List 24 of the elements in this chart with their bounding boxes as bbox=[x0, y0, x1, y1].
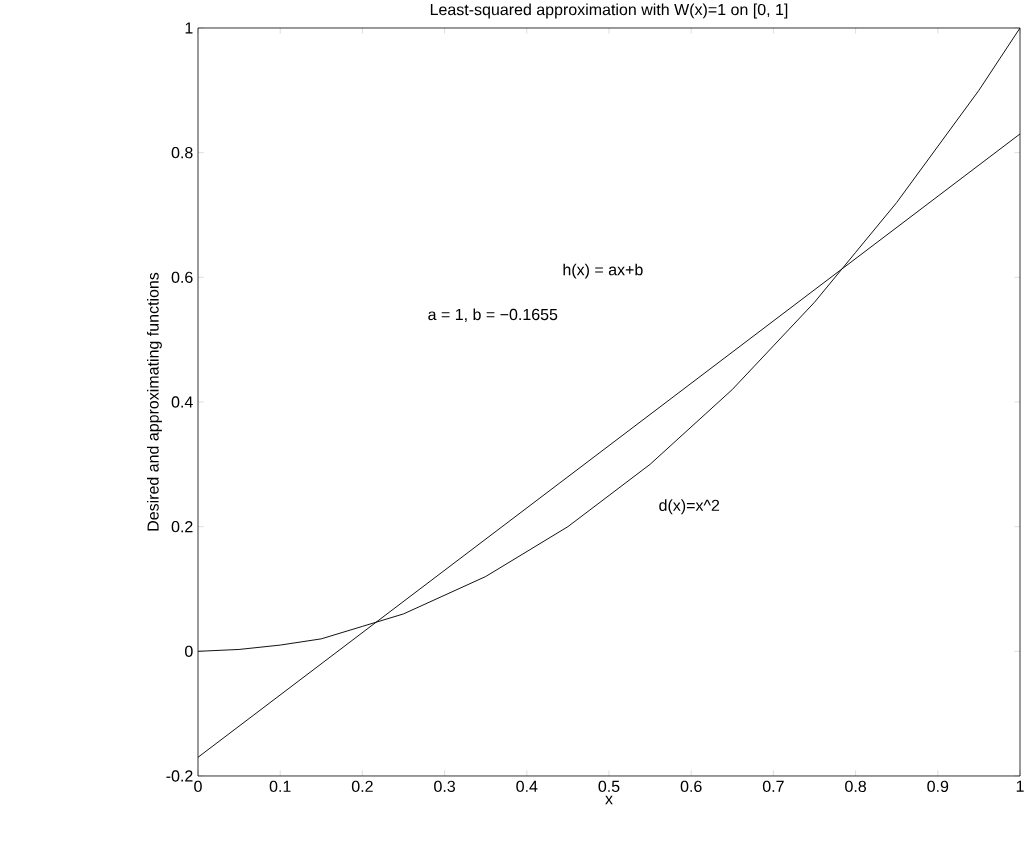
annotation: h(x) = ax+b bbox=[563, 263, 643, 279]
y-tick-label: 0 bbox=[185, 645, 193, 657]
y-tick-label: 0.2 bbox=[171, 520, 193, 533]
x-tick-label: 0.8 bbox=[845, 780, 867, 793]
x-tick-label: 0.5 bbox=[598, 780, 620, 793]
x-tick-label: 0.1 bbox=[269, 780, 291, 793]
x-tick-label: 0.7 bbox=[762, 780, 784, 793]
annotation: a = 1, b = −0.1655 bbox=[428, 308, 558, 323]
y-tick-label: 0.6 bbox=[171, 271, 193, 283]
y-tick-label: 0.4 bbox=[171, 396, 193, 408]
x-tick-label: 0.6 bbox=[680, 780, 702, 793]
x-tick-label: 0.3 bbox=[434, 780, 456, 793]
chart-title: Least-squared approximation with W(x)=1 on [0, 1] bbox=[430, 3, 788, 19]
y-axis-title: Desired and approximating functions bbox=[146, 272, 162, 531]
x-tick-label: 1 bbox=[1016, 780, 1024, 792]
x-tick-label: 0.9 bbox=[927, 780, 949, 793]
x-tick-label: 0 bbox=[194, 780, 202, 793]
y-tick-label: -0.2 bbox=[166, 770, 193, 782]
x-tick-label: 0.2 bbox=[351, 780, 373, 793]
annotation: d(x)=x^2 bbox=[659, 499, 720, 515]
y-tick-label: 1 bbox=[185, 22, 193, 34]
y-tick-label: 0.8 bbox=[171, 146, 193, 159]
x-axis-title: x bbox=[605, 795, 613, 805]
x-tick-label: 0.4 bbox=[516, 780, 538, 793]
